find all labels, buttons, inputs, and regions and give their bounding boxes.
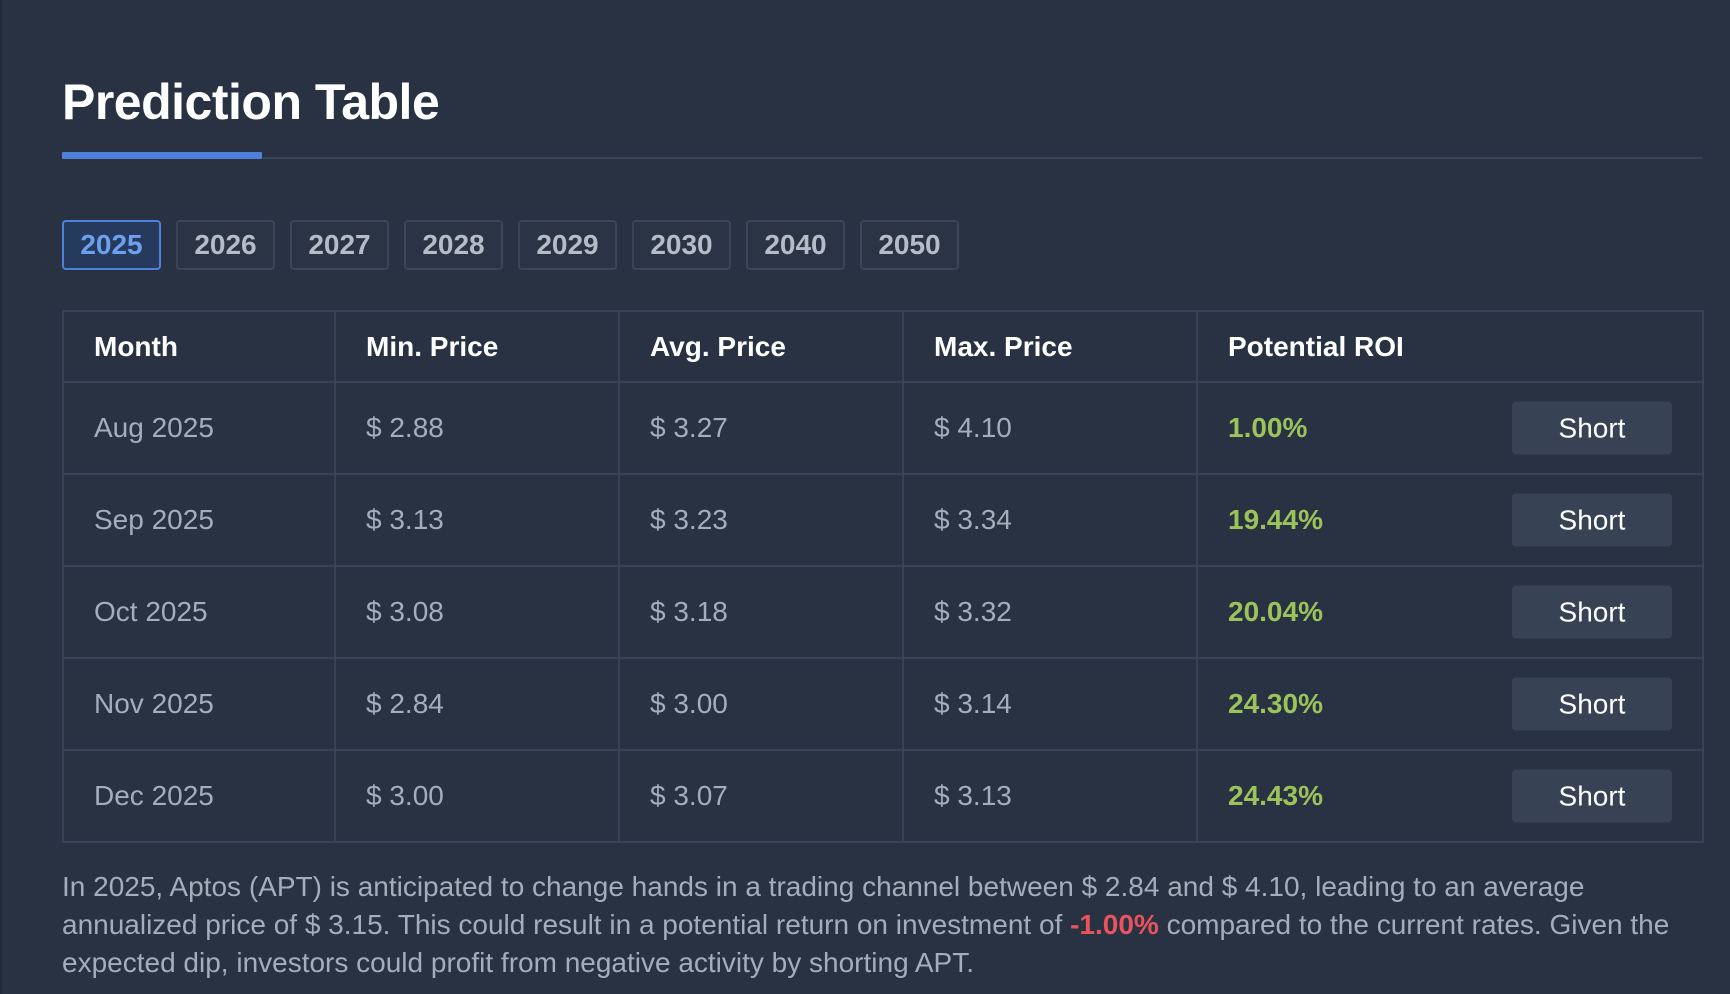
table-row: Oct 2025 $ 3.08 $ 3.18 $ 3.32 20.04% Sho… (62, 565, 1704, 659)
column-header-avg-price: Avg. Price (618, 310, 904, 383)
max-price-cell: $ 3.32 (902, 565, 1198, 659)
short-button[interactable]: Short (1512, 677, 1672, 731)
left-edge-divider (0, 0, 2, 994)
year-tab-2028[interactable]: 2028 (404, 220, 503, 270)
roi-value: 20.04% (1228, 596, 1323, 627)
short-button[interactable]: Short (1512, 585, 1672, 639)
max-price-cell: $ 3.14 (902, 657, 1198, 751)
short-button[interactable]: Short (1512, 769, 1672, 823)
prediction-table: Month Min. Price Avg. Price Max. Price P… (62, 310, 1704, 843)
title-accent-bar (62, 152, 262, 159)
summary-roi-value: -1.00% (1070, 909, 1159, 940)
short-button[interactable]: Short (1512, 401, 1672, 455)
min-price-cell: $ 2.88 (334, 381, 620, 475)
year-tab-2025[interactable]: 2025 (62, 220, 161, 270)
month-cell: Sep 2025 (62, 473, 336, 567)
column-header-month: Month (62, 310, 336, 383)
column-header-potential-roi: Potential ROI (1196, 310, 1704, 383)
roi-cell: 24.43% Short (1196, 749, 1704, 843)
month-cell: Nov 2025 (62, 657, 336, 751)
roi-value: 24.43% (1228, 780, 1323, 811)
summary-text-end: compared to the current rates. Given the… (62, 909, 1670, 978)
column-header-max-price: Max. Price (902, 310, 1198, 383)
year-tab-2040[interactable]: 2040 (746, 220, 845, 270)
max-price-cell: $ 4.10 (902, 381, 1198, 475)
avg-price-cell: $ 3.18 (618, 565, 904, 659)
min-price-cell: $ 3.08 (334, 565, 620, 659)
month-cell: Aug 2025 (62, 381, 336, 475)
table-row: Nov 2025 $ 2.84 $ 3.00 $ 3.14 24.30% Sho… (62, 657, 1704, 751)
section-title: Prediction Table (62, 74, 440, 130)
year-tab-2027[interactable]: 2027 (290, 220, 389, 270)
table-row: Sep 2025 $ 3.13 $ 3.23 $ 3.34 19.44% Sho… (62, 473, 1704, 567)
avg-price-cell: $ 3.23 (618, 473, 904, 567)
min-price-cell: $ 2.84 (334, 657, 620, 751)
roi-cell: 1.00% Short (1196, 381, 1704, 475)
summary-text-start: In 2025, Aptos (APT) is anticipated to c… (62, 871, 1585, 940)
min-price-cell: $ 3.13 (334, 473, 620, 567)
avg-price-cell: $ 3.07 (618, 749, 904, 843)
min-price-cell: $ 3.00 (334, 749, 620, 843)
roi-value: 19.44% (1228, 504, 1323, 535)
summary-paragraph: In 2025, Aptos (APT) is anticipated to c… (62, 868, 1702, 982)
year-tab-2030[interactable]: 2030 (632, 220, 731, 270)
roi-value: 24.30% (1228, 688, 1323, 719)
max-price-cell: $ 3.13 (902, 749, 1198, 843)
max-price-cell: $ 3.34 (902, 473, 1198, 567)
year-tabs: 2025 2026 2027 2028 2029 2030 2040 2050 (62, 220, 959, 270)
title-divider (62, 157, 1702, 159)
month-cell: Oct 2025 (62, 565, 336, 659)
table-row: Dec 2025 $ 3.00 $ 3.07 $ 3.13 24.43% Sho… (62, 749, 1704, 843)
roi-cell: 19.44% Short (1196, 473, 1704, 567)
roi-cell: 20.04% Short (1196, 565, 1704, 659)
month-cell: Dec 2025 (62, 749, 336, 843)
table-row: Aug 2025 $ 2.88 $ 3.27 $ 4.10 1.00% Shor… (62, 381, 1704, 475)
year-tab-2050[interactable]: 2050 (860, 220, 959, 270)
avg-price-cell: $ 3.00 (618, 657, 904, 751)
table-header-row: Month Min. Price Avg. Price Max. Price P… (62, 310, 1704, 383)
year-tab-2026[interactable]: 2026 (176, 220, 275, 270)
roi-cell: 24.30% Short (1196, 657, 1704, 751)
year-tab-2029[interactable]: 2029 (518, 220, 617, 270)
column-header-min-price: Min. Price (334, 310, 620, 383)
short-button[interactable]: Short (1512, 493, 1672, 547)
roi-value: 1.00% (1228, 412, 1308, 443)
avg-price-cell: $ 3.27 (618, 381, 904, 475)
